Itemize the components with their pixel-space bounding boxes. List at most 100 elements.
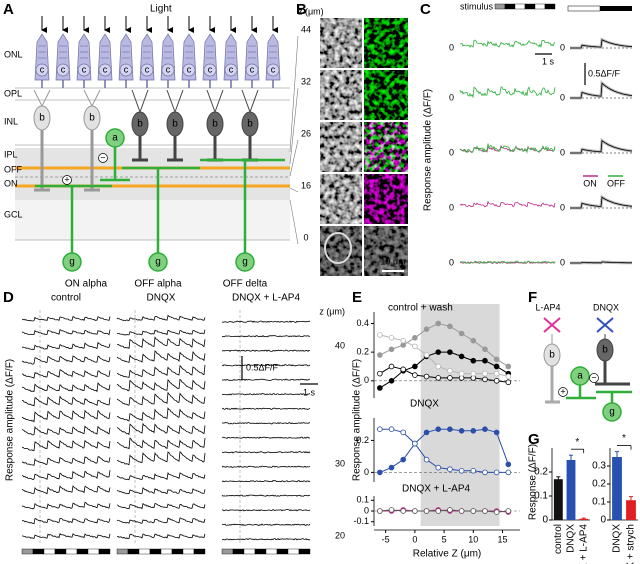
stimulus-block: [524, 3, 536, 10]
bipolar-label: b: [212, 119, 218, 130]
panel-label: G: [528, 431, 540, 448]
ganglion-label: g: [242, 257, 248, 268]
stimulus-block: [98, 548, 111, 555]
y-tick-label: 0: [364, 375, 369, 385]
trace: [221, 392, 311, 396]
cone-label: c: [103, 64, 108, 74]
data-point: [482, 370, 488, 377]
cone-nucleus: [77, 63, 91, 77]
stimulus-block: [243, 548, 256, 555]
bipolar-label: b: [89, 113, 95, 124]
stimulus-block: [149, 548, 162, 555]
stimulus-block: [254, 548, 267, 555]
trace: [116, 437, 206, 450]
line: [33, 89, 43, 107]
data-point: [482, 357, 488, 364]
stimulus-block: [43, 548, 56, 555]
line: [41, 89, 51, 107]
gray-image: [320, 122, 362, 172]
stimulus-block: [193, 548, 206, 555]
mean-trace: [570, 139, 633, 154]
data-point: [377, 508, 383, 514]
stimulus-block: [182, 548, 195, 555]
layer-label: ON: [4, 178, 18, 188]
zero-label: 0: [560, 257, 565, 267]
trace: [116, 329, 206, 336]
data-point: [388, 426, 395, 433]
mean-trace: [570, 82, 633, 99]
bipolar-cell: [543, 343, 561, 367]
d-amp-scale-label: 0.5ΔF/F: [246, 362, 279, 372]
cone-nucleus: [182, 63, 196, 77]
zero-label: 0: [449, 257, 454, 267]
data-point: [482, 346, 488, 353]
data-point: [423, 352, 430, 358]
stimulus-block: [221, 548, 234, 555]
data-point: [388, 334, 395, 341]
layer-label: OFF: [4, 164, 22, 174]
zero-label: 0: [560, 202, 565, 212]
y-tick-label: 0.4: [356, 318, 369, 328]
stimulus-block: [232, 548, 245, 555]
bipolar-label: b: [602, 345, 608, 356]
legend-on: ON: [583, 178, 597, 188]
stimulus-block: [21, 548, 34, 555]
chart-title: DNQX: [410, 399, 439, 410]
data-point: [388, 464, 395, 471]
data-point: [458, 330, 465, 337]
data-point: [458, 427, 465, 434]
line: [289, 199, 299, 245]
bar: [626, 500, 636, 520]
trace: [116, 517, 206, 524]
y-tick-label: 0.2: [356, 347, 369, 357]
bipolar-cell: [596, 338, 614, 362]
layer-label: IPL: [4, 149, 18, 159]
data-point: [435, 363, 442, 370]
y-tick-label: 0.1: [592, 497, 606, 508]
legend-off: OFF: [607, 178, 625, 188]
data-point: [505, 469, 512, 476]
trace: [116, 350, 206, 363]
data-point: [377, 426, 383, 433]
amp-scale-label: 0.5ΔF/F: [588, 68, 621, 78]
trace: [459, 260, 556, 264]
trace: [116, 450, 206, 466]
trace: [21, 425, 111, 436]
data-point: [482, 508, 488, 514]
stimulus-block: [287, 548, 300, 555]
data-point: [505, 379, 512, 386]
data-point: [423, 456, 430, 463]
stimulus-block: [160, 548, 173, 555]
cone-nucleus: [56, 63, 70, 77]
trace: [221, 422, 311, 425]
data-point: [447, 323, 453, 330]
stimulus-block: [54, 548, 67, 555]
stimulus-block: [494, 3, 506, 10]
zero-label: 0: [560, 42, 565, 52]
cone-nucleus: [98, 63, 112, 77]
cone-label: c: [40, 64, 45, 74]
layer-label: GCL: [4, 209, 23, 219]
trace: [459, 86, 556, 99]
data-point: [388, 377, 395, 384]
trace: [116, 336, 206, 350]
depth-label: 32: [301, 76, 311, 86]
stimulus-block: [265, 548, 278, 555]
data-point: [412, 508, 418, 514]
data-point: [412, 363, 418, 370]
cell-type-label: OFF delta: [223, 279, 268, 290]
mean-trace: [570, 196, 633, 209]
data-point: [458, 353, 465, 360]
trace: [21, 382, 111, 393]
data-point: [435, 375, 442, 381]
stimulus-block: [76, 548, 89, 555]
layer-label: INL: [4, 116, 18, 126]
trace: [117, 378, 206, 392]
amacrine-cell: [570, 366, 590, 386]
data-point: [412, 372, 418, 378]
trace: [21, 395, 111, 407]
data-point: [435, 464, 442, 471]
stimulus-block: [504, 3, 516, 10]
gray-image: [320, 18, 362, 68]
bar: [566, 460, 576, 520]
